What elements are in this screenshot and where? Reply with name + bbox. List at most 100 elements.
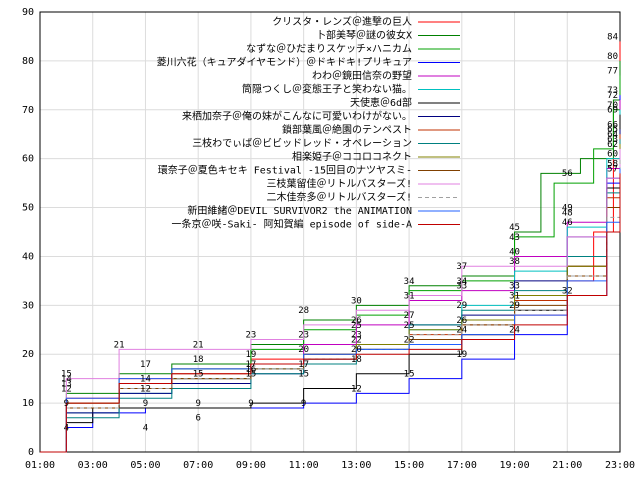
data-label: 12 xyxy=(140,384,151,394)
series-line-13 xyxy=(40,148,621,453)
data-label: 32 xyxy=(562,287,573,297)
legend-label: なずな＠ひだまりスケッチ×ハニカム xyxy=(246,43,412,55)
data-label: 18 xyxy=(351,355,362,365)
series-line-11 xyxy=(40,144,621,453)
series-line-1 xyxy=(40,41,621,453)
y-tick-label: 80 xyxy=(22,56,34,67)
legend-label: 天使恵＠6d部 xyxy=(350,96,412,109)
data-label: 22 xyxy=(404,335,415,345)
legend-label: クリスタ・レンズ＠進撃の巨人 xyxy=(272,15,412,28)
y-tick-label: 40 xyxy=(22,251,34,262)
x-tick-label: 21:00 xyxy=(552,460,582,471)
data-label: 24 xyxy=(509,326,520,336)
data-label: 31 xyxy=(404,291,415,301)
data-label: 14 xyxy=(140,375,151,385)
axes: 0 10 20 30 40 50 60 70 80 90 01:00 03:00 05:00 07:00 0… xyxy=(22,7,635,471)
y-tick-label: 60 xyxy=(22,154,34,165)
data-label: 33 xyxy=(509,282,520,292)
data-label: 6 xyxy=(195,414,200,424)
legend-label: 二木佳奈多＠リトルバスターズ! xyxy=(266,191,412,204)
data-label: 77 xyxy=(607,67,618,77)
data-label: 43 xyxy=(509,233,520,243)
data-label: 17 xyxy=(140,360,151,370)
data-label: 28 xyxy=(298,306,309,316)
x-tick-label: 09:00 xyxy=(236,460,266,471)
x-tick-label: 19:00 xyxy=(499,460,529,471)
data-label: 19 xyxy=(245,350,256,360)
data-label: 13 xyxy=(61,379,72,389)
x-tick-label: 17:00 xyxy=(447,460,477,471)
data-label: 72 xyxy=(607,91,618,101)
legend-label: 環奈子＠夏色キセキ Festival -15回目のナツヤスミ- xyxy=(158,164,412,177)
data-label: 45 xyxy=(509,223,520,233)
data-label: 18 xyxy=(193,355,204,365)
legend-label: 卜部美琴＠謎の彼女X xyxy=(316,29,412,42)
data-label: 15 xyxy=(193,370,204,380)
legend-label: 筒隠つくし＠変態王子と笑わない猫。 xyxy=(242,83,412,96)
series-line-15 xyxy=(40,168,621,453)
x-tick-label: 11:00 xyxy=(289,460,319,471)
data-label: 21 xyxy=(114,340,125,350)
data-label: 38 xyxy=(509,257,520,267)
data-label: 20 xyxy=(351,345,362,355)
data-label: 80 xyxy=(607,52,618,62)
data-label: 56 xyxy=(562,169,573,179)
y-tick-label: 20 xyxy=(22,349,34,360)
data-label: 23 xyxy=(298,331,309,341)
data-label: 19 xyxy=(456,350,467,360)
data-label: 49 xyxy=(562,203,573,213)
data-label: 12 xyxy=(351,384,362,394)
data-label: 20 xyxy=(298,345,309,355)
data-label: 4 xyxy=(64,423,69,433)
data-label: 12 xyxy=(61,384,72,394)
data-label: 23 xyxy=(245,331,256,341)
data-label: 65 xyxy=(607,125,618,135)
y-tick-label: 50 xyxy=(22,203,34,214)
data-label: 57 xyxy=(607,164,618,174)
data-label: 26 xyxy=(351,316,362,326)
series-lines xyxy=(40,41,621,453)
x-tick-label: 13:00 xyxy=(341,460,371,471)
legend: クリスタ・レンズ＠進撃の巨人卜部美琴＠謎の彼女Xなずな＠ひだまりスケッチ×ハニカ… xyxy=(157,15,460,231)
legend-label: 菱川六花（キュアダイヤモンド）＠ドキドキ!プリキュア xyxy=(157,56,412,69)
data-label: 21 xyxy=(193,340,204,350)
legend-label: 三枝わでぃば＠ビビッドレッド・オペレーション xyxy=(192,137,412,150)
data-label: 17 xyxy=(245,360,256,370)
x-tick-label: 23:00 xyxy=(605,460,635,471)
legend-label: 三枝葉留佳＠リトルバスターズ! xyxy=(266,177,412,190)
x-tick-label: 01:00 xyxy=(25,460,55,471)
data-label: 66 xyxy=(607,120,618,130)
data-label: 73 xyxy=(607,86,618,96)
x-tick-label: 05:00 xyxy=(130,460,160,471)
data-label: 25 xyxy=(351,321,362,331)
data-label: 9 xyxy=(64,399,69,409)
data-label: 84 xyxy=(607,32,618,42)
data-label: 9 xyxy=(195,399,200,409)
data-label: 23 xyxy=(351,331,362,341)
data-label: 9 xyxy=(143,399,148,409)
data-label: 33 xyxy=(456,282,467,292)
data-label: 25 xyxy=(404,321,415,331)
data-label: 62 xyxy=(607,140,618,150)
data-label: 29 xyxy=(509,301,520,311)
y-tick-label: 0 xyxy=(28,447,34,458)
y-tick-label: 10 xyxy=(22,398,34,409)
legend-label: わわ＠鏡田信奈の野望 xyxy=(312,69,412,82)
data-label: 17 xyxy=(298,360,309,370)
data-label: 15 xyxy=(245,370,256,380)
data-label: 24 xyxy=(456,326,467,336)
y-tick-label: 90 xyxy=(22,7,34,18)
data-label: 64 xyxy=(607,130,618,140)
data-label: 15 xyxy=(404,370,415,380)
series-line-16 xyxy=(40,173,621,453)
data-label: 9 xyxy=(301,399,306,409)
data-label: 46 xyxy=(562,218,573,228)
legend-label: 鎖部葉風＠絶園のテンペスト xyxy=(282,123,412,136)
x-tick-label: 15:00 xyxy=(394,460,424,471)
y-tick-label: 70 xyxy=(22,105,34,116)
data-label: 37 xyxy=(456,262,467,272)
data-label: 34 xyxy=(404,277,415,287)
data-label: 14 xyxy=(61,375,72,385)
data-label: 16 xyxy=(245,365,256,375)
